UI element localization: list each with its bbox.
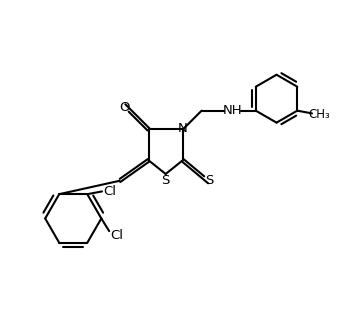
Text: O: O [119, 101, 129, 114]
Text: S: S [161, 174, 170, 187]
Text: S: S [205, 174, 214, 187]
Text: CH₃: CH₃ [308, 108, 330, 121]
Text: Cl: Cl [110, 229, 123, 242]
Text: NH: NH [223, 104, 242, 117]
Text: Cl: Cl [104, 185, 117, 198]
Text: N: N [178, 122, 188, 135]
